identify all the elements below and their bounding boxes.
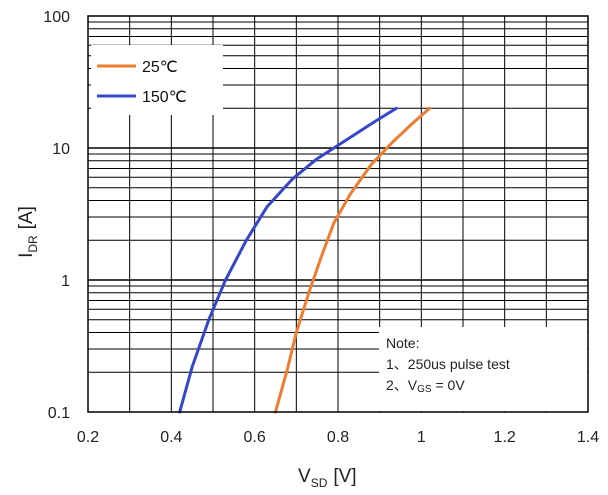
x-axis-label: VSD [V] xyxy=(298,466,357,490)
x-axis-label-subscript: SD xyxy=(311,476,328,490)
x-axis-label-main: V xyxy=(298,466,311,487)
legend-background xyxy=(91,45,223,115)
note-line-1: 1、250us pulse test xyxy=(386,356,510,372)
note-title: Note: xyxy=(386,335,419,351)
y-tick-label: 1 xyxy=(61,273,70,290)
y-tick-label: 10 xyxy=(52,141,70,158)
plot-frame xyxy=(87,15,589,413)
note-line-2-prefix: 2、V xyxy=(386,377,418,393)
series-group xyxy=(178,106,432,414)
legend-label-150c: 150℃ xyxy=(142,89,187,106)
series-line-1 xyxy=(178,106,398,414)
note-line-2-subscript: GS xyxy=(417,384,432,395)
x-tick-label: 1 xyxy=(417,429,426,446)
note-background xyxy=(379,327,587,411)
x-tick-label: 0.4 xyxy=(160,429,182,446)
x-tick-label: 1.2 xyxy=(494,429,516,446)
note-annotation: Note: 1、250us pulse test 2、VGS = 0V xyxy=(379,327,587,411)
x-tick-label: 0.6 xyxy=(244,429,266,446)
note-line-2-suffix: = 0V xyxy=(432,377,466,393)
x-tick-label: 0.2 xyxy=(77,429,99,446)
y-axis-label-unit: [A] xyxy=(16,206,37,229)
x-tick-label: 1.4 xyxy=(577,429,599,446)
y-tick-label: 0.1 xyxy=(48,405,70,422)
legend-label-25c: 25℃ xyxy=(142,59,178,76)
y-tick-label: 100 xyxy=(43,9,70,26)
y-axis-label-main: I xyxy=(16,253,37,258)
legend: 25℃ 150℃ xyxy=(91,45,223,115)
tick-labels: 0.2 0.4 0.6 0.8 1 1.2 1.4 0.1 1 10 100 xyxy=(43,9,599,446)
y-axis-label-subscript: DR xyxy=(26,235,40,253)
y-axis-label: IDR [A] xyxy=(16,206,40,258)
x-axis-label-unit: [V] xyxy=(333,466,356,487)
series-line-0 xyxy=(274,106,432,414)
x-tick-label: 0.8 xyxy=(327,429,349,446)
note-line-2: 2、VGS = 0V xyxy=(386,377,465,395)
